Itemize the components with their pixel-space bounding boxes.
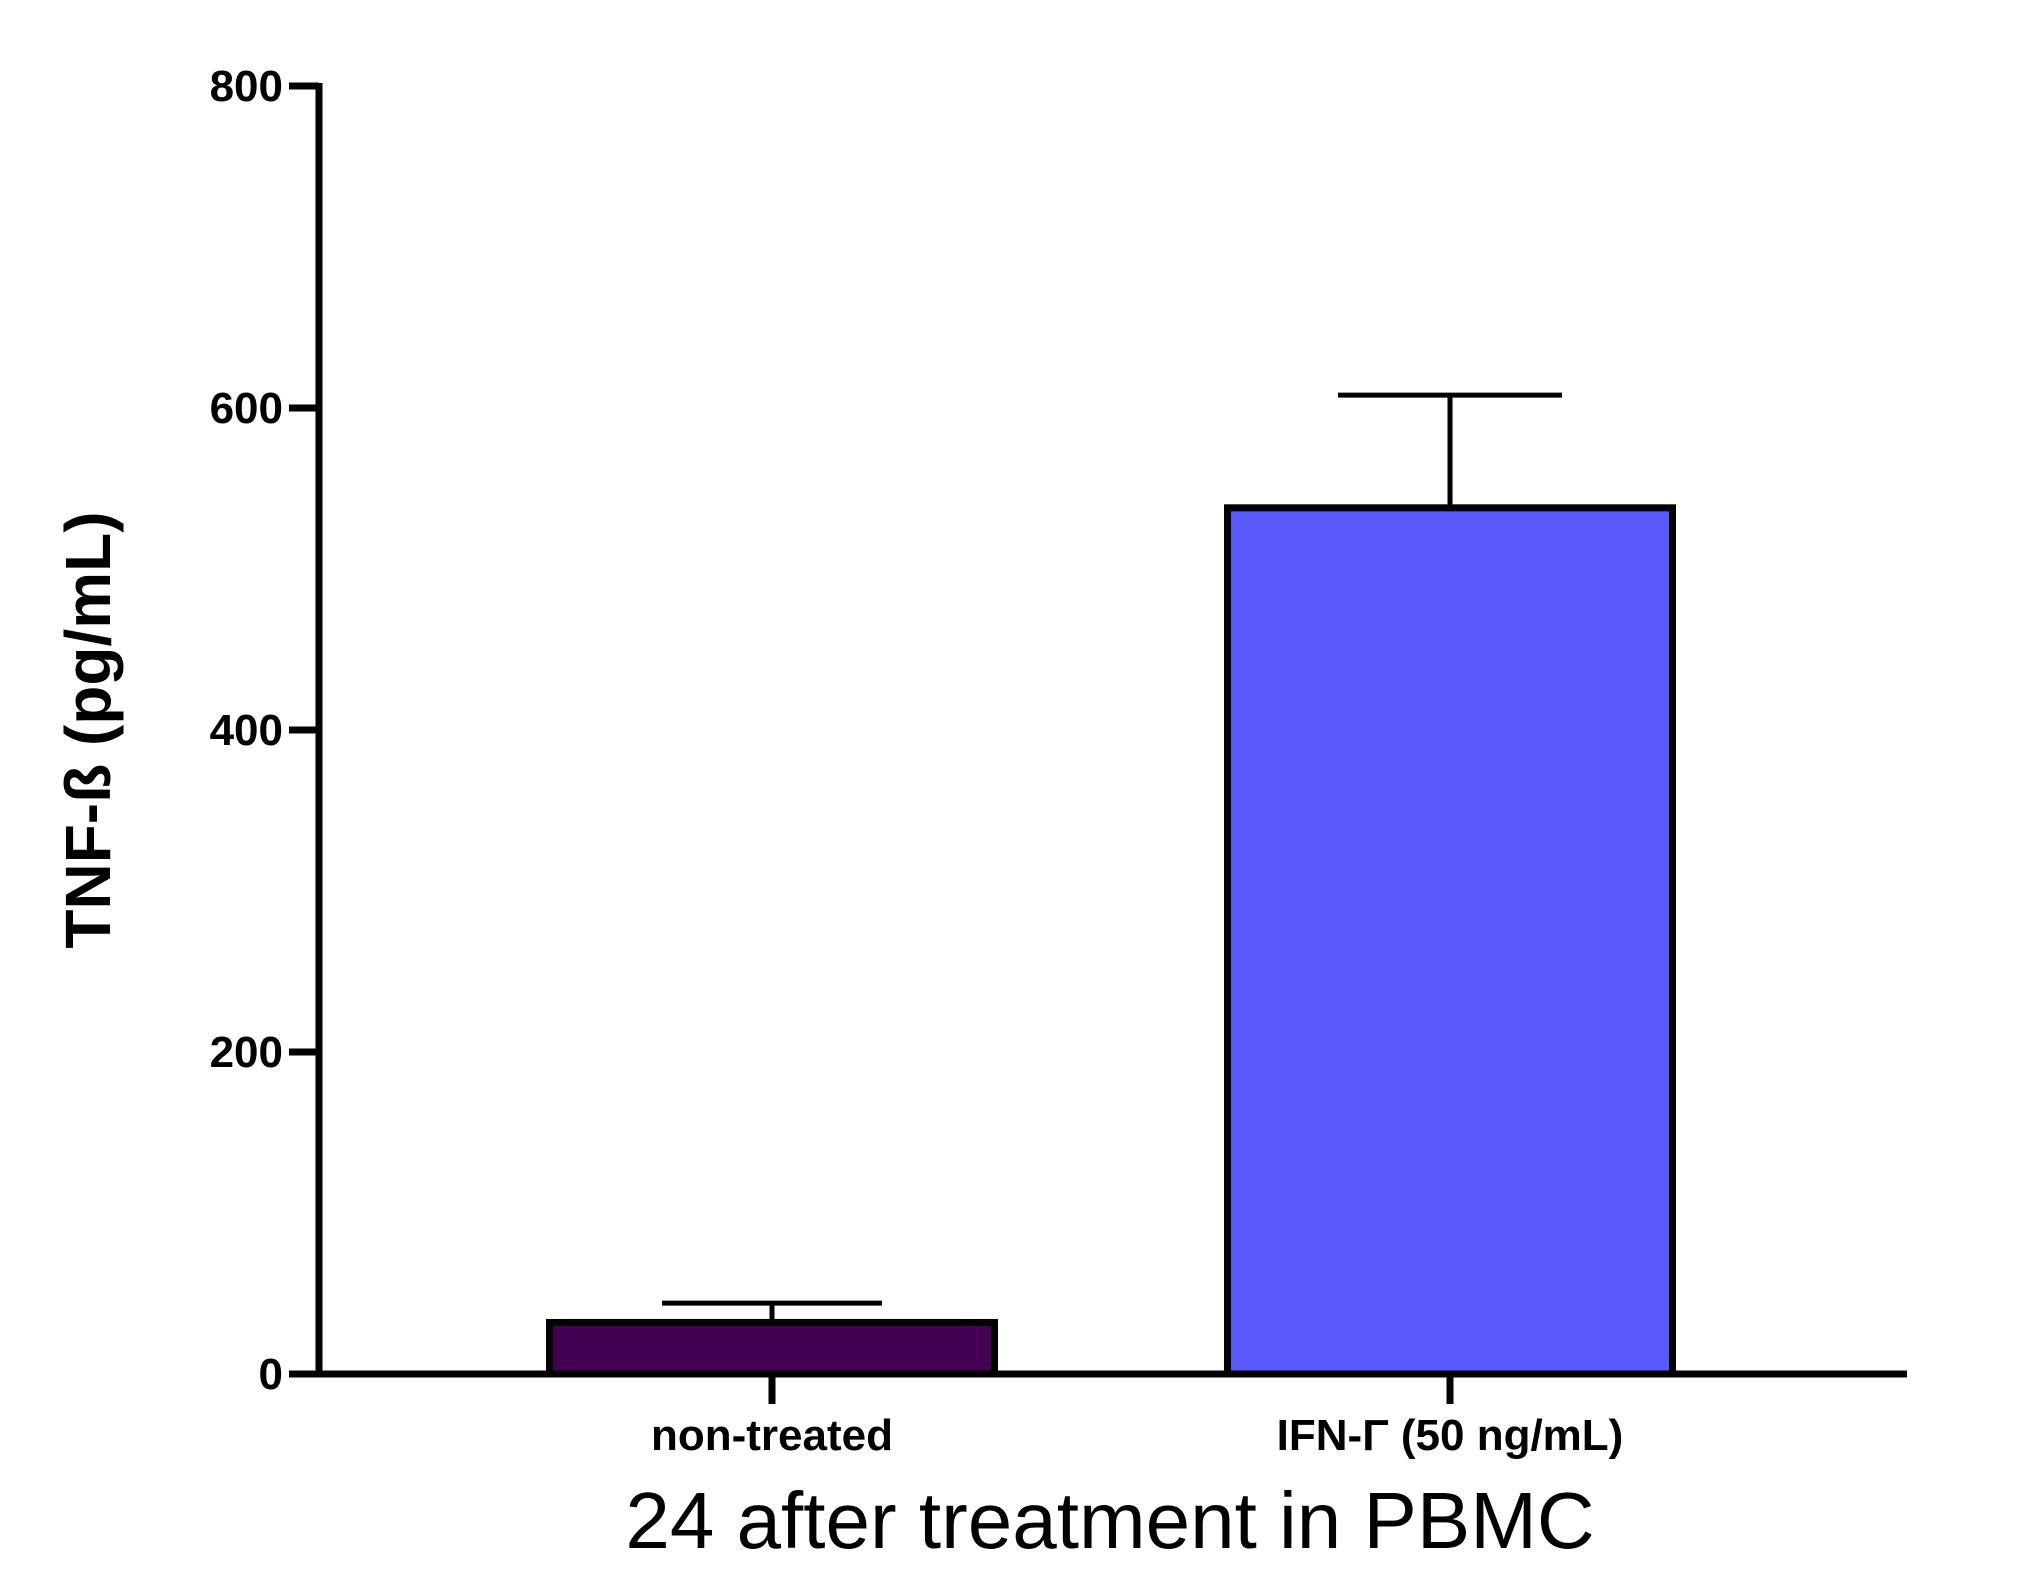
x-ticks-group: non-treated IFN-Γ (50 ng/mL) — [651, 1374, 1623, 1460]
bar — [546, 1318, 998, 1378]
y-tick-label: 600 — [210, 384, 283, 433]
x-category-label: non-treated — [651, 1411, 893, 1460]
y-tick-label: 200 — [210, 1028, 283, 1077]
x-axis-title: 24 after treatment in PBMC — [625, 1476, 1594, 1565]
y-tick-label: 800 — [210, 62, 283, 111]
y-tick-label: 400 — [210, 706, 283, 755]
x-category-label: IFN-Γ (50 ng/mL) — [1277, 1411, 1624, 1460]
y-ticks-group: 0 200 400 600 800 — [210, 62, 319, 1399]
bars-group — [546, 504, 1676, 1378]
bar — [1224, 504, 1676, 1378]
error-bars-group — [662, 392, 1562, 1323]
y-axis-title: TNF-ß (pg/mL) — [52, 511, 124, 948]
y-tick-label: 0 — [259, 1350, 283, 1399]
